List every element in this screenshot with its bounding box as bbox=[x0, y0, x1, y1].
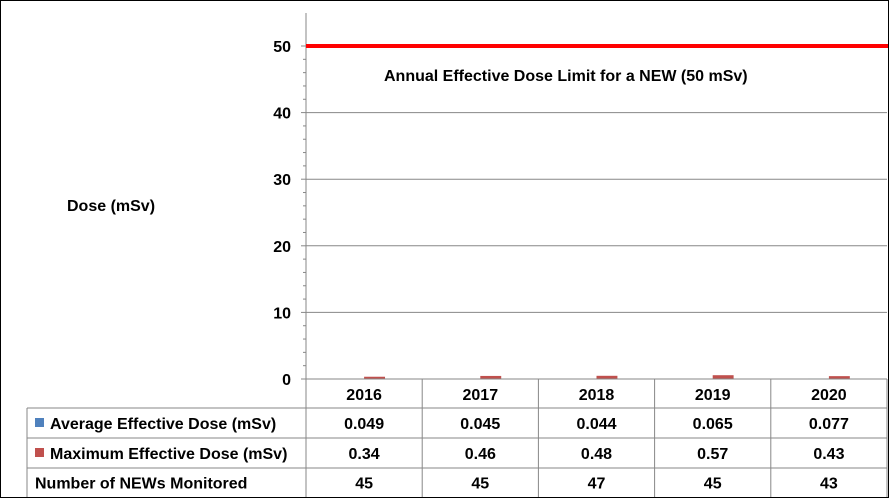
news-count-label: 45 bbox=[471, 476, 489, 493]
bar-maximum-2017 bbox=[480, 375, 502, 379]
category-label-2016: 2016 bbox=[346, 387, 382, 404]
data-label: 0.044 bbox=[576, 416, 616, 433]
y-tick-label: 10 bbox=[273, 305, 291, 322]
bar-maximum-2020 bbox=[828, 376, 850, 379]
news-count-label: 45 bbox=[704, 476, 722, 493]
news-count-label: 47 bbox=[588, 476, 606, 493]
y-tick-label: 40 bbox=[273, 106, 291, 123]
data-label: 0.065 bbox=[693, 416, 733, 433]
bar-maximum-2018 bbox=[596, 375, 618, 379]
data-label: 0.049 bbox=[344, 416, 384, 433]
bar-maximum-2016 bbox=[364, 376, 386, 379]
data-label: 0.34 bbox=[349, 446, 380, 463]
data-label: 0.045 bbox=[460, 416, 500, 433]
data-label: 0.43 bbox=[813, 446, 844, 463]
y-tick-label: 30 bbox=[273, 172, 291, 189]
category-label-2017: 2017 bbox=[463, 387, 499, 404]
series-name-maximum: Maximum Effective Dose (mSv) bbox=[50, 446, 287, 463]
data-label: 0.57 bbox=[697, 446, 728, 463]
bar-maximum-2019 bbox=[712, 375, 734, 379]
row-name-news-monitored: Number of NEWs Monitored bbox=[35, 476, 247, 493]
category-label-2018: 2018 bbox=[579, 387, 615, 404]
series-name-average: Average Effective Dose (mSv) bbox=[50, 416, 276, 433]
legend-key-average bbox=[35, 418, 44, 427]
reference-limit-label: Annual Effective Dose Limit for a NEW (5… bbox=[384, 68, 748, 85]
y-tick-label: 0 bbox=[282, 372, 291, 389]
y-tick-label: 20 bbox=[273, 239, 291, 256]
category-label-2019: 2019 bbox=[695, 387, 731, 404]
y-tick-label: 50 bbox=[273, 39, 291, 56]
category-label-2020: 2020 bbox=[811, 387, 847, 404]
data-label: 0.077 bbox=[809, 416, 849, 433]
legend-key-maximum bbox=[35, 448, 44, 457]
y-axis-label: Dose (mSv) bbox=[67, 198, 155, 215]
data-label: 0.46 bbox=[465, 446, 496, 463]
news-count-label: 43 bbox=[820, 476, 838, 493]
news-count-label: 45 bbox=[355, 476, 373, 493]
data-label: 0.48 bbox=[581, 446, 612, 463]
